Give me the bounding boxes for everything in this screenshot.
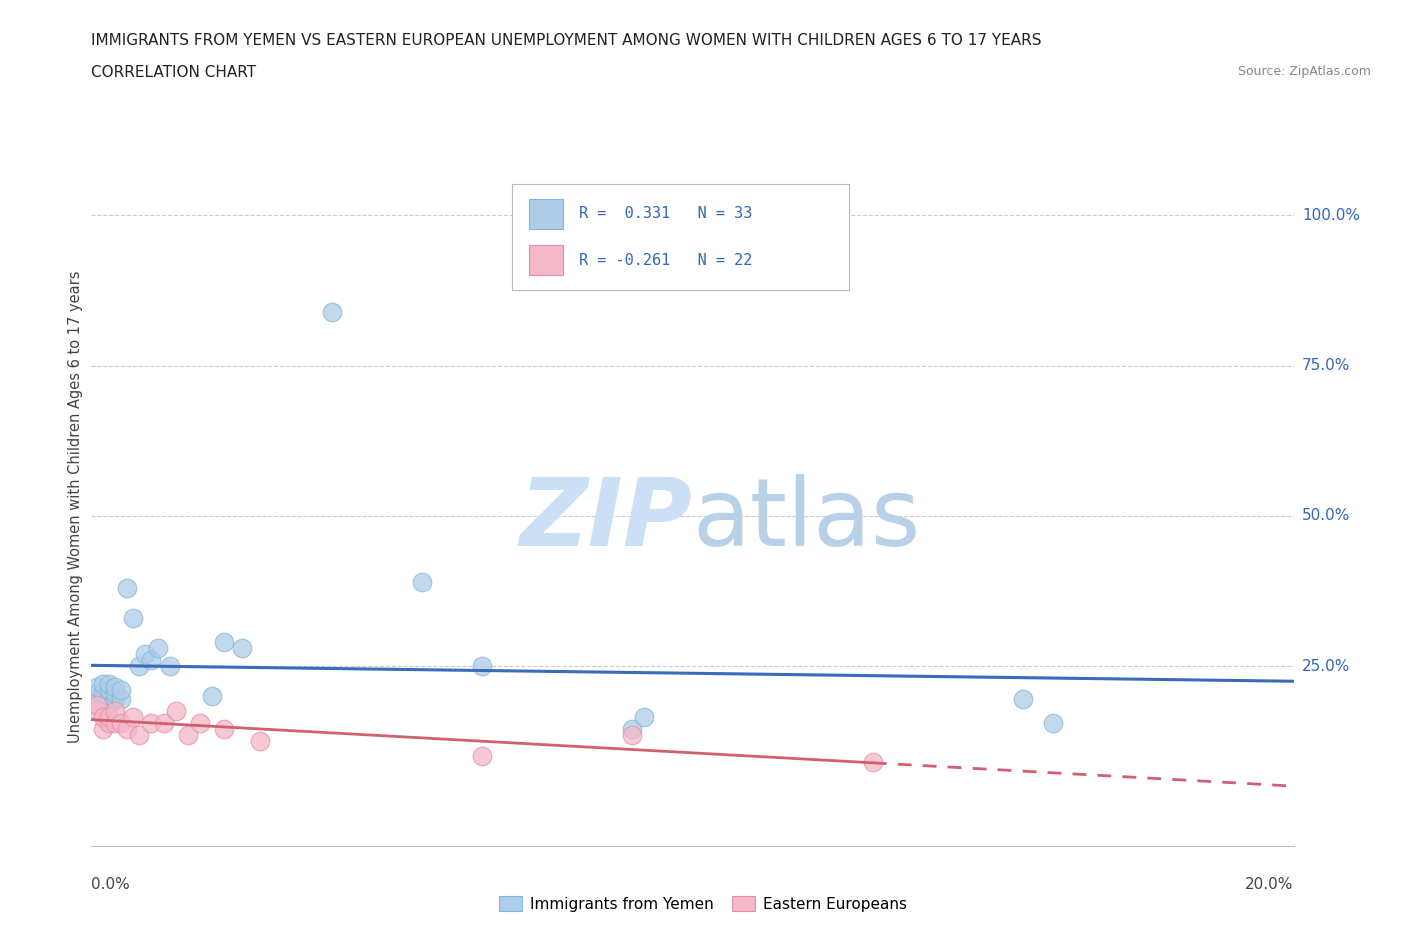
Text: 100.0%: 100.0%: [1302, 208, 1360, 223]
Point: [86, 692, 108, 707]
Bar: [529, 246, 562, 275]
Point: [159, 658, 181, 673]
Text: R = -0.261   N = 22: R = -0.261 N = 22: [579, 253, 752, 268]
Point: [110, 683, 132, 698]
Point: [98, 692, 121, 707]
Point: [86, 680, 108, 695]
Point: [86, 698, 108, 712]
Point: [212, 634, 235, 649]
Point: [471, 749, 494, 764]
Point: [104, 716, 127, 731]
Point: [86, 685, 108, 700]
Point: [128, 658, 150, 673]
Point: [117, 722, 139, 737]
Point: [411, 575, 433, 590]
Point: [621, 722, 644, 737]
Point: [321, 304, 343, 319]
Point: [188, 716, 211, 731]
Point: [104, 680, 127, 695]
Point: [104, 692, 127, 707]
Text: atlas: atlas: [692, 474, 921, 566]
Point: [176, 727, 198, 742]
Point: [212, 722, 235, 737]
Point: [1012, 692, 1035, 707]
Text: 20.0%: 20.0%: [1246, 877, 1294, 892]
Point: [93, 677, 115, 692]
Point: [165, 704, 187, 719]
Point: [104, 704, 127, 719]
Point: [110, 716, 132, 731]
Text: 50.0%: 50.0%: [1302, 509, 1350, 524]
Point: [117, 580, 139, 595]
Point: [201, 688, 224, 703]
Point: [122, 710, 145, 724]
Point: [1042, 716, 1064, 731]
Point: [110, 692, 132, 707]
Text: R =  0.331   N = 33: R = 0.331 N = 33: [579, 206, 752, 221]
Point: [231, 641, 253, 656]
Point: [134, 646, 156, 661]
Point: [471, 658, 494, 673]
Point: [152, 716, 174, 731]
Point: [128, 727, 150, 742]
Text: IMMIGRANTS FROM YEMEN VS EASTERN EUROPEAN UNEMPLOYMENT AMONG WOMEN WITH CHILDREN: IMMIGRANTS FROM YEMEN VS EASTERN EUROPEA…: [91, 33, 1042, 47]
Point: [98, 683, 121, 698]
Point: [104, 685, 127, 700]
Text: Source: ZipAtlas.com: Source: ZipAtlas.com: [1237, 65, 1371, 78]
Point: [93, 698, 115, 712]
Text: 0.0%: 0.0%: [91, 877, 131, 892]
Text: 25.0%: 25.0%: [1302, 658, 1350, 673]
Point: [633, 710, 655, 724]
Point: [93, 685, 115, 700]
Legend: Immigrants from Yemen, Eastern Europeans: Immigrants from Yemen, Eastern Europeans: [494, 890, 912, 918]
Text: 75.0%: 75.0%: [1302, 358, 1350, 373]
Point: [98, 698, 121, 712]
Point: [862, 755, 884, 770]
Point: [141, 716, 163, 731]
Point: [98, 716, 121, 731]
Point: [146, 641, 169, 656]
Text: ZIP: ZIP: [520, 474, 692, 566]
Point: [141, 653, 163, 668]
Point: [621, 727, 644, 742]
Point: [93, 710, 115, 724]
Point: [86, 704, 108, 719]
Point: [249, 734, 271, 749]
Y-axis label: Unemployment Among Women with Children Ages 6 to 17 years: Unemployment Among Women with Children A…: [67, 271, 83, 743]
Point: [98, 710, 121, 724]
Point: [122, 611, 145, 626]
Text: CORRELATION CHART: CORRELATION CHART: [91, 65, 256, 80]
Bar: [529, 199, 562, 229]
Point: [93, 692, 115, 707]
Point: [98, 677, 121, 692]
Point: [93, 722, 115, 737]
